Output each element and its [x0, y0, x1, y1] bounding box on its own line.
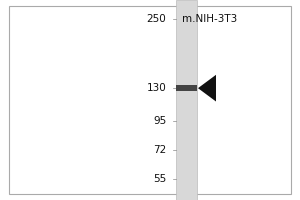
Text: 55: 55	[153, 174, 167, 184]
Bar	[176, 0, 197, 200]
Text: 72: 72	[153, 145, 167, 155]
Text: m.NIH-3T3: m.NIH-3T3	[182, 14, 238, 24]
Text: 250: 250	[147, 14, 166, 24]
Polygon shape	[198, 75, 216, 102]
Text: 95: 95	[153, 116, 167, 126]
Text: 130: 130	[147, 83, 166, 93]
Bar	[176, 85, 197, 91]
